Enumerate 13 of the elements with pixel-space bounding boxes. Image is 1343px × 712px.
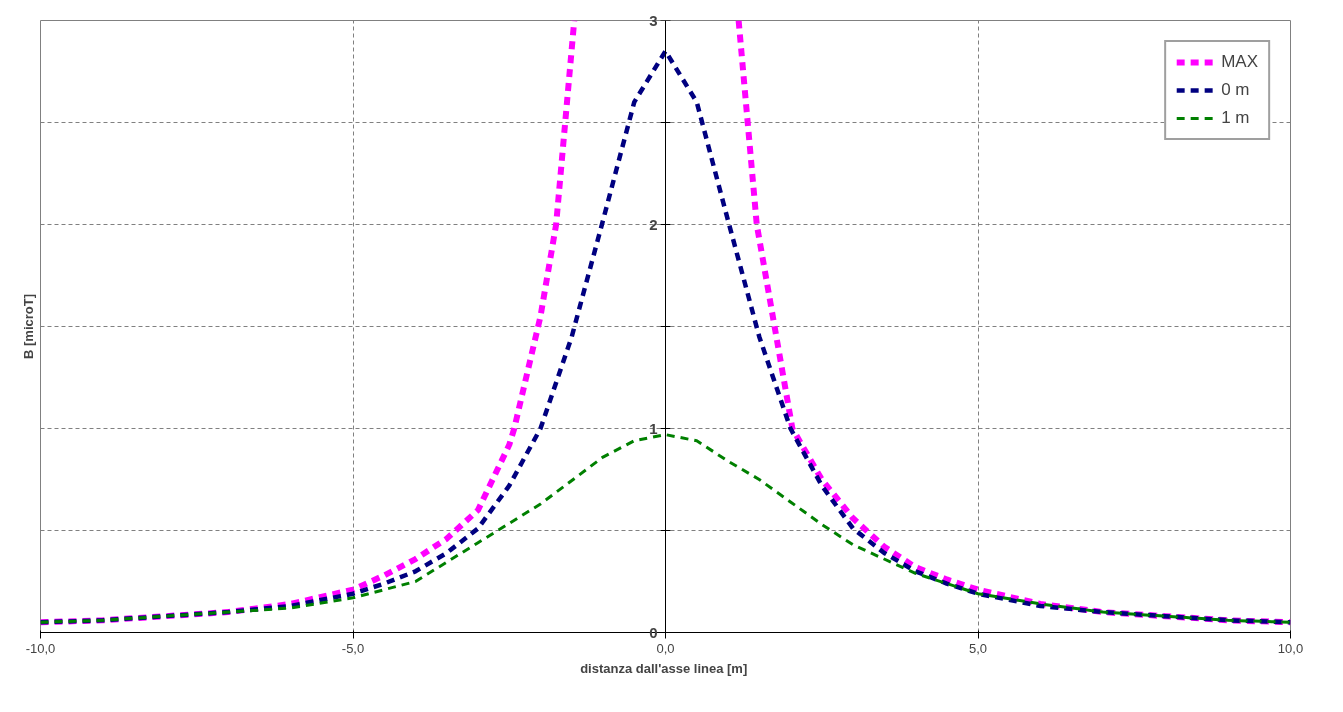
x-tick-label: -5,0 [341,640,365,656]
line-series [40,433,1291,624]
x-tick-label: 5,0 [968,640,988,656]
legend-label: 0 m [1221,80,1250,100]
y-tick-label: 2 [649,215,658,233]
x-tick-label: 10,0 [1277,640,1304,656]
x-tick-label: -10,0 [25,640,56,656]
x-axis-title: distanza dall'asse linea [m] [580,660,748,676]
legend-label: 1 m [1221,108,1250,128]
legend-label: MAX [1221,52,1258,72]
x-tick-label: 0,0 [656,640,675,656]
y-axis-title: B [microT] [20,294,36,359]
y-tick-label: 1 [649,419,658,437]
